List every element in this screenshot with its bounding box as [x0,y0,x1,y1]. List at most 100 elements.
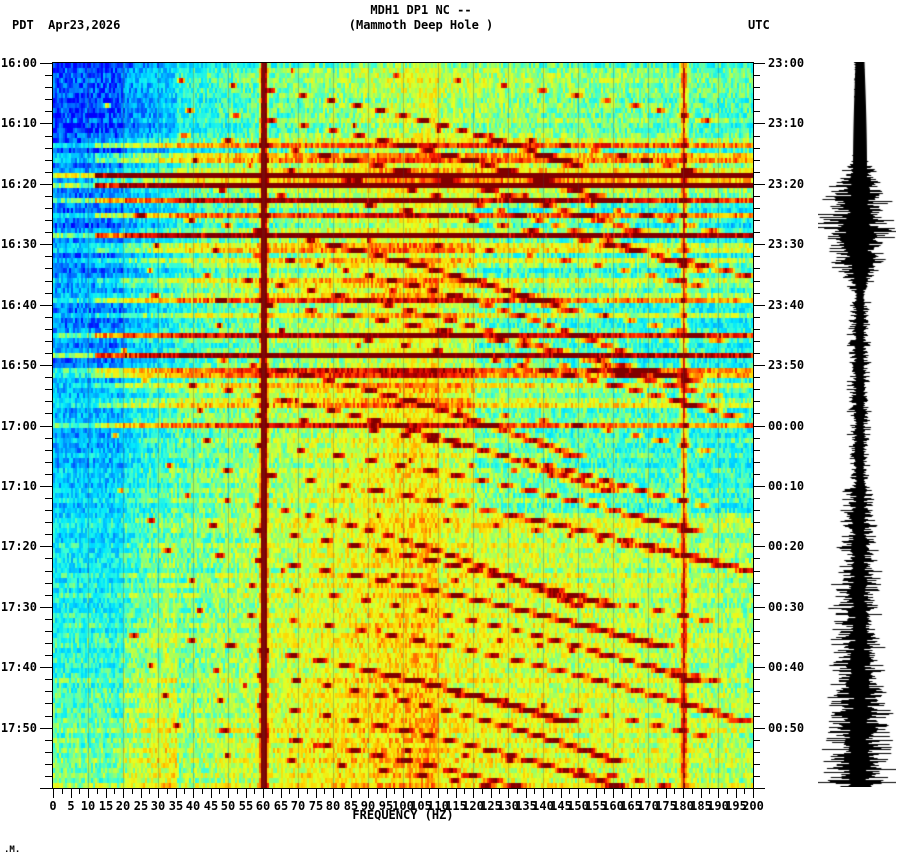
axis-tick-minor [692,788,693,794]
axis-tick-minor [45,268,52,269]
axis-tick-minor [79,788,80,794]
frequency-axis-label: 155 [585,799,607,813]
axis-tick-major [543,788,544,798]
axis-tick-major [491,788,492,798]
axis-tick-minor [753,450,760,451]
axis-tick-minor [359,788,360,794]
axis-tick-minor [45,293,52,294]
axis-tick-major [508,788,509,798]
time-axis-label: 00:10 [768,479,805,493]
axis-tick-minor [753,208,760,209]
axis-tick-minor [569,788,570,794]
frequency-axis-label: 115 [445,799,467,813]
axis-tick-minor [753,583,760,584]
axis-tick-minor [753,353,760,354]
axis-tick-minor [219,788,220,794]
axis-tick-minor [132,788,133,794]
axis-tick-minor [45,534,52,535]
axis-tick-major [753,426,765,427]
axis-tick-minor [753,413,760,414]
axis-tick-minor [709,788,710,794]
axis-tick-minor [45,87,52,88]
axis-tick-major [106,788,107,798]
frequency-axis-label: 90 [360,799,376,813]
spectrogram-image[interactable] [53,63,753,788]
axis-tick-major [613,788,614,798]
axis-tick-minor [45,413,52,414]
axis-tick-minor [45,776,52,777]
time-axis-label: 16:40 [0,298,37,312]
axis-tick-minor [753,643,760,644]
frequency-axis-label: 35 [168,799,184,813]
frequency-axis-label: 70 [290,799,306,813]
axis-tick-minor [45,196,52,197]
axis-tick-major [176,788,177,798]
axis-tick-minor [412,788,413,794]
axis-tick-minor [753,160,760,161]
time-axis-label: 23:40 [768,298,805,312]
axis-tick-major [753,607,765,608]
frequency-axis-label: 140 [532,799,554,813]
axis-tick-minor [272,788,273,794]
axis-tick-major [666,788,667,798]
axis-tick-minor [45,583,52,584]
axis-tick-minor [167,788,168,794]
axis-tick-minor [753,232,760,233]
axis-tick-major [40,244,52,245]
axis-tick-major [648,788,649,798]
axis-tick-minor [45,571,52,572]
frequency-axis-label: 150 [567,799,589,813]
axis-tick-minor [753,317,760,318]
time-axis-label: 17:00 [0,419,37,433]
axis-tick-major [298,788,299,798]
axis-tick-minor [429,788,430,794]
axis-tick-minor [45,281,52,282]
axis-tick-minor [753,99,760,100]
axis-tick-minor [45,474,52,475]
frequency-axis-label: 40 [185,799,201,813]
axis-tick-major [683,788,684,798]
axis-tick-minor [753,776,760,777]
axis-tick-major [141,788,142,798]
frequency-axis-label: 95 [378,799,394,813]
axis-tick-minor [45,498,52,499]
axis-tick-minor [237,788,238,794]
axis-tick-major [421,788,422,798]
time-axis-utc: 23:00 23:10 23:20 23:30 23:40 23:50 00:00 00:10… [753,56,813,789]
axis-tick-minor [753,764,760,765]
axis-tick-major [753,546,765,547]
time-axis-label: 23:30 [768,237,805,251]
axis-tick-major [193,788,194,798]
axis-tick-major [40,426,52,427]
frequency-axis-label: 75 [308,799,324,813]
spectrogram-plot[interactable] [52,62,754,789]
axis-tick-minor [753,268,760,269]
frequency-axis-label: 175 [655,799,677,813]
axis-tick-minor [753,691,760,692]
frequency-axis-label: 15 [98,799,114,813]
axis-tick-major [53,788,54,798]
time-axis-label: 23:20 [768,177,805,191]
axis-tick-minor [45,75,52,76]
axis-tick-minor [394,788,395,794]
axis-tick-minor [753,716,760,717]
time-axis-label: 16:00 [0,56,37,70]
axis-tick-minor [114,788,115,794]
axis-tick-major [701,788,702,798]
axis-tick-major [596,788,597,798]
axis-tick-major [561,788,562,798]
axis-tick-minor [45,510,52,511]
axis-tick-minor [753,329,760,330]
axis-tick-major [40,546,52,547]
axis-tick-minor [45,679,52,680]
axis-tick-major [438,788,439,798]
time-axis-label: 00:00 [768,419,805,433]
frequency-axis-label: 200 [742,799,764,813]
axis-tick-major [246,788,247,798]
frequency-axis-label: 190 [707,799,729,813]
axis-tick-major [316,788,317,798]
axis-tick-major [40,486,52,487]
axis-tick-major [753,184,765,185]
axis-tick-minor [517,788,518,794]
frequency-axis-label: 145 [550,799,572,813]
